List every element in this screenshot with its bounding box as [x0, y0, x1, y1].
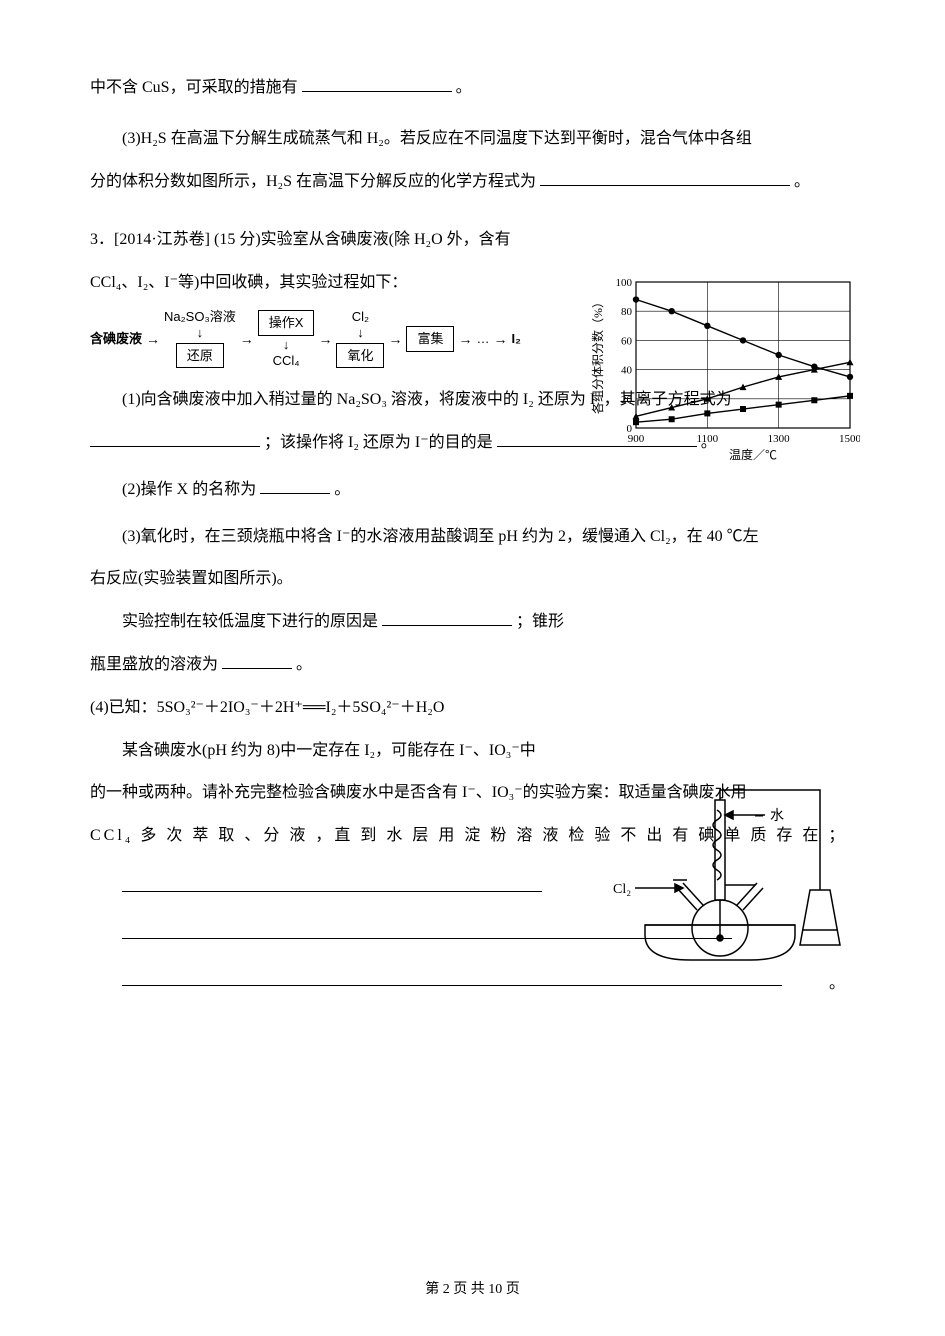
text: 。 [334, 481, 350, 498]
flow-box2: 操作X [258, 310, 315, 336]
q3-3d: 瓶里盛放的溶液为 。 [90, 647, 650, 684]
svg-text:40: 40 [621, 365, 633, 377]
paragraph-cus: 中不含 CuS，可采取的措施有 。 [90, 70, 855, 107]
text: (3)氧化时，在三颈烧瓶中将含 I⁻的水溶液用盐酸调至 pH 约为 2，缓慢通入… [122, 528, 759, 545]
arrow-icon: → [240, 323, 254, 355]
arrow-down-icon: ↓ [357, 326, 364, 340]
q3-3a: (3)氧化时，在三颈烧瓶中将含 I⁻的水溶液用盐酸调至 pH 约为 2，缓慢通入… [90, 519, 855, 556]
blank-h2s [540, 170, 790, 186]
text: 。 [296, 656, 312, 673]
flow-dots: … [476, 324, 489, 354]
flow-box3: 氧化 [336, 343, 384, 369]
page-footer: 第 2 页 共 10 页 [0, 1274, 945, 1306]
text: ；该操作将 I₂ 还原为 I⁻的目的是 [264, 434, 493, 451]
arrow-icon: → [493, 323, 507, 355]
q3-3c: 实验控制在较低温度下进行的原因是 ；锥形 [90, 604, 650, 641]
arrow-icon: → [318, 323, 332, 355]
arrow-down-icon: ↓ [283, 338, 290, 352]
text: 。 [456, 79, 472, 96]
arrow-icon: → [458, 323, 472, 355]
label-cl2: Cl₂ [613, 882, 631, 897]
footer-text: 页 [506, 1282, 520, 1297]
svg-text:100: 100 [616, 277, 633, 289]
svg-text:60: 60 [621, 335, 633, 347]
svg-text:900: 900 [628, 433, 645, 445]
flow-diagram: 含碘废液 → Na₂SO₃溶液 ↓ 还原 → 操作X ↓ CCl₄ → Cl₂ … [90, 310, 650, 368]
q3-4a: (4)已知：5SO₃²⁻＋2IO₃⁻＋2H⁺══I₂＋5SO₄²⁻＋H₂O [90, 690, 650, 727]
text: (3)H₂S 在高温下分解生成硫蒸气和 H₂。若反应在不同温度下达到平衡时，混合… [122, 130, 752, 147]
flow-box1: 还原 [176, 343, 224, 369]
text: (2)操作 X 的名称为 [122, 481, 256, 498]
svg-text:各组分体积分数（%）: 各组分体积分数（%） [590, 296, 605, 414]
blank-cus [302, 76, 452, 92]
flow-box4: 富集 [406, 326, 454, 352]
flow-top1: Na₂SO₃溶液 [164, 310, 236, 324]
svg-text:20: 20 [621, 394, 633, 406]
text: ；锥形 [516, 613, 564, 630]
chart-svg: 020406080100900110013001500温度／℃各组分体积分数（%… [590, 272, 860, 462]
q3-intro-a: 3．[2014·江苏卷] (15 分)实验室从含碘废液(除 H₂O 外，含有 [90, 222, 650, 259]
text: (4)已知：5SO₃²⁻＋2IO₃⁻＋2H⁺══I₂＋5SO₄²⁻＋H₂O [90, 699, 444, 716]
q3-3b: 右反应(实验装置如图所示)。 [90, 561, 855, 598]
paragraph-h2s-2: 分的体积分数如图所示，H₂S 在高温下分解反应的化学方程式为 。 [90, 164, 855, 201]
arrow-down-icon: ↓ [197, 326, 204, 340]
label-water: 水 [770, 808, 784, 824]
text: 分的体积分数如图所示，H₂S 在高温下分解反应的化学方程式为 [90, 173, 536, 190]
blank-q33c [382, 610, 512, 626]
flow-top3: Cl₂ [352, 310, 369, 324]
text: 中不含 CuS，可采取的措施有 [90, 79, 298, 96]
svg-text:1100: 1100 [697, 433, 719, 445]
footer-text: 页 共 [453, 1282, 488, 1297]
q3-4b: 某含碘废水(pH 约为 8)中一定存在 I₂，可能存在 I⁻、IO₃⁻中 [90, 733, 650, 770]
blank-q32 [260, 478, 330, 494]
footer-page: 2 [443, 1282, 450, 1297]
svg-text:80: 80 [621, 306, 633, 318]
text: 实验控制在较低温度下进行的原因是 [122, 613, 378, 630]
svg-text:1300: 1300 [768, 433, 791, 445]
apparatus-svg: Cl₂ 水 [605, 760, 865, 980]
text: 右反应(实验装置如图所示)。 [90, 570, 293, 587]
text: 某含碘废水(pH 约为 8)中一定存在 I₂，可能存在 I⁻、IO₃⁻中 [122, 742, 536, 759]
footer-text: 第 [425, 1282, 443, 1297]
text: CCl₄、I₂、I⁻等)中回收碘，其实验过程如下： [90, 274, 407, 291]
text: 。 [794, 173, 810, 190]
footer-total: 10 [488, 1282, 502, 1297]
blank-q31a [90, 431, 260, 447]
flow-start: 含碘废液 [90, 324, 142, 354]
text: 3．[2014·江苏卷] (15 分)实验室从含碘废液(除 H₂O 外，含有 [90, 231, 511, 248]
answer-blank-line [122, 891, 542, 892]
text: 瓶里盛放的溶液为 [90, 656, 218, 673]
experiment-apparatus: Cl₂ 水 [605, 760, 865, 980]
q3-intro-b: CCl₄、I₂、I⁻等)中回收碘，其实验过程如下： [90, 265, 650, 302]
blank-q33d [222, 653, 292, 669]
paragraph-h2s: (3)H₂S 在高温下分解生成硫蒸气和 H₂。若反应在不同温度下达到平衡时，混合… [90, 121, 855, 158]
volume-fraction-chart: 020406080100900110013001500温度／℃各组分体积分数（%… [590, 272, 860, 462]
flow-bot2: CCl₄ [273, 354, 300, 368]
arrow-icon: → [146, 323, 160, 355]
arrow-icon: → [388, 323, 402, 355]
svg-text:1500: 1500 [839, 433, 860, 445]
q3-2: (2)操作 X 的名称为 。 [90, 472, 855, 509]
flow-end: I₂ [511, 324, 520, 354]
svg-text:温度／℃: 温度／℃ [729, 447, 777, 462]
